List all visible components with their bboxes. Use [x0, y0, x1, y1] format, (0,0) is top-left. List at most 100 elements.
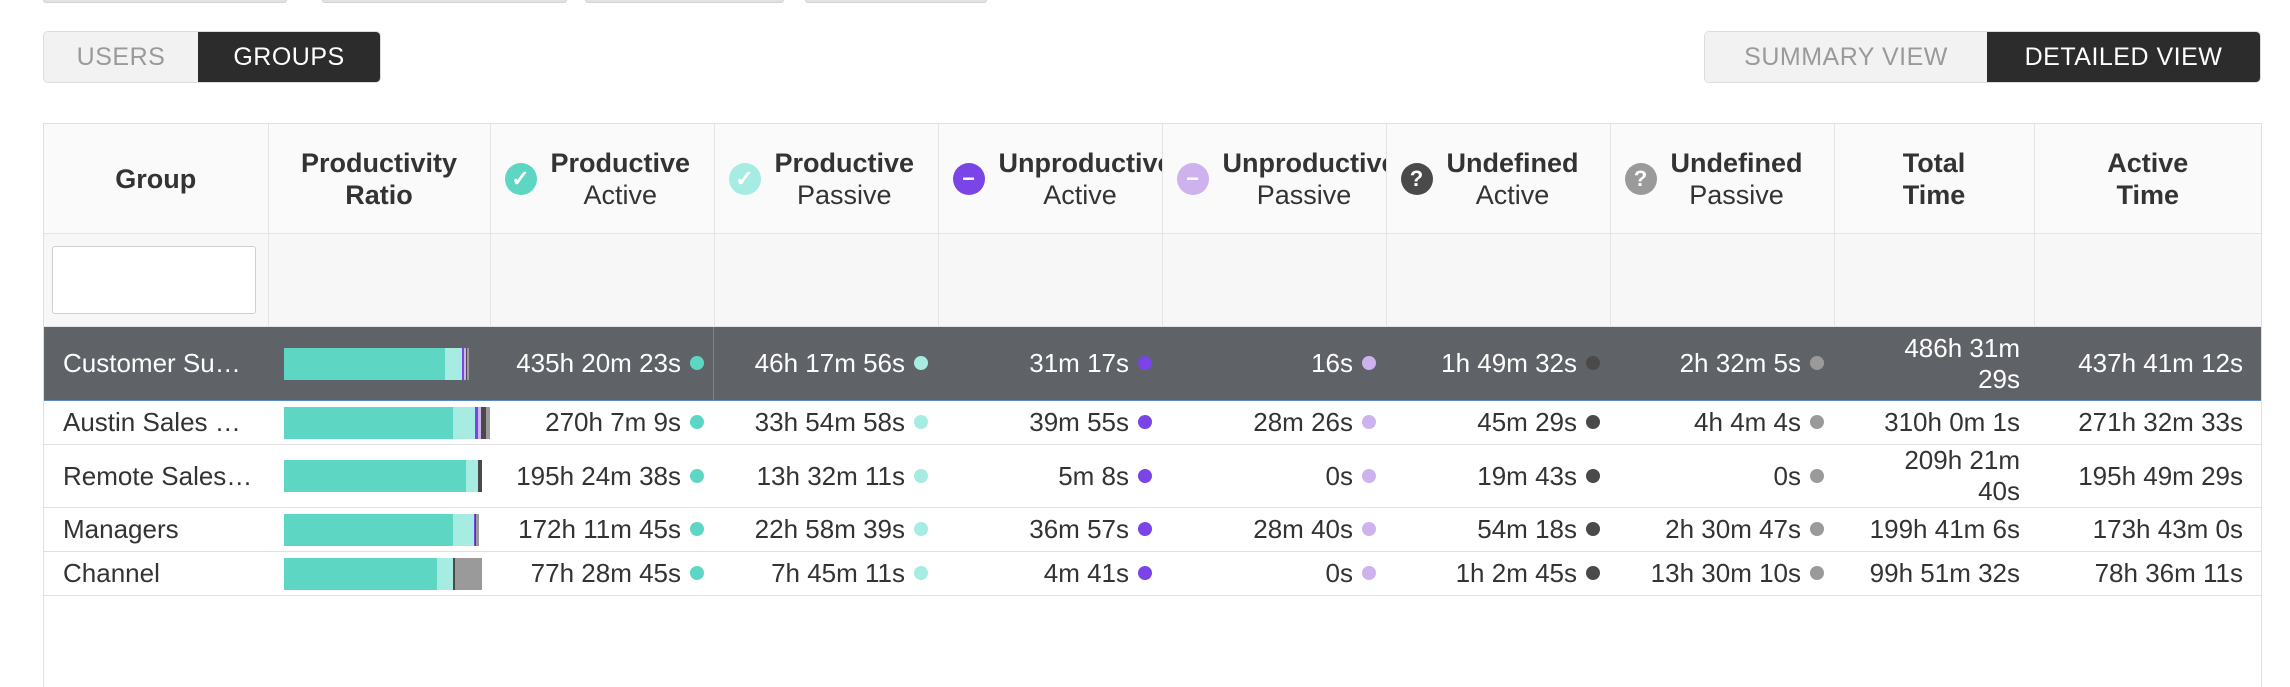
header-line1: Unproductive [999, 147, 1162, 179]
minus-circle-icon: − [953, 163, 985, 195]
duration-value: 4h 4m 4s [1694, 407, 1801, 437]
productivity-ratio-bar [284, 558, 490, 590]
group-name-cell: Channel [44, 552, 268, 596]
ratio-segment-undef-passive [455, 558, 482, 590]
status-dot [1362, 415, 1376, 429]
ratio-segment-undef-active [478, 460, 482, 492]
header-line1: Unproductive [1223, 147, 1386, 179]
status-dot [1586, 415, 1600, 429]
entity-toggle: USERS GROUPS [43, 31, 381, 83]
filter-cell [490, 234, 714, 327]
filter-cell [1386, 234, 1610, 327]
status-dot [1586, 566, 1600, 580]
detailed-view-button[interactable]: DETAILED VIEW [1987, 32, 2260, 82]
total-header-line1: Total [1835, 147, 2034, 179]
cell-undef-passive: 2h 30m 47s [1610, 508, 1834, 552]
status-dot [914, 469, 928, 483]
status-dot [1586, 469, 1600, 483]
cell-undef-passive: 13h 30m 10s [1610, 552, 1834, 596]
filter-cell [2034, 234, 2261, 327]
status-dot [1138, 469, 1152, 483]
question-circle-icon: ? [1401, 163, 1433, 195]
cell-unprod-active: 5m 8s [938, 445, 1162, 508]
col-header-group[interactable]: Group [44, 124, 268, 234]
group-name-cell: Customer Su… [44, 327, 268, 401]
cell-prod-passive: 13h 32m 11s [714, 445, 938, 508]
ratio-segment-prod-active [284, 514, 453, 546]
ratio-segment-undef-passive [467, 348, 469, 380]
header-line2: Active [551, 179, 691, 211]
cell-prod-passive: 22h 58m 39s [714, 508, 938, 552]
status-dot [690, 566, 704, 580]
duration-value: 13h 30m 10s [1651, 558, 1801, 588]
active-time-cell: 78h 36m 11s [2034, 552, 2261, 596]
header-line1: Productive [775, 147, 915, 179]
duration-value: 46h 17m 56s [755, 348, 905, 378]
duration-value: 0s [1326, 461, 1353, 491]
cell-unprod-passive: 0s [1162, 445, 1386, 508]
tab-groups[interactable]: GROUPS [198, 32, 380, 82]
table-row[interactable]: Customer Su… 435h 20m 23s 46h 17m 56s 31m 1… [44, 327, 2261, 401]
cell-unprod-active: 4m 41s [938, 552, 1162, 596]
check-circle-icon: ✓ [505, 163, 537, 195]
tab-users[interactable]: USERS [44, 32, 198, 82]
status-dot [690, 415, 704, 429]
toolbar-control-stub [322, 0, 567, 3]
cell-unprod-active: 36m 57s [938, 508, 1162, 552]
status-dot [914, 415, 928, 429]
duration-value: 13h 32m 11s [757, 461, 905, 491]
toolbar-control-stub [585, 0, 784, 3]
ratio-segment-prod-active [284, 460, 466, 492]
header-line1: Productive [551, 147, 691, 179]
ratio-segment-undef-passive [486, 407, 490, 439]
duration-value: 19m 43s [1477, 461, 1577, 491]
header-line2: Active [999, 179, 1162, 211]
duration-value: 2h 30m 47s [1665, 514, 1801, 544]
header-line2: Active [1447, 179, 1579, 211]
filter-cell [1610, 234, 1834, 327]
summary-view-button[interactable]: SUMMARY VIEW [1705, 32, 1987, 82]
active-time-cell: 195h 49m 29s [2034, 445, 2261, 508]
cell-unprod-passive: 16s [1162, 327, 1386, 401]
cell-unprod-active: 31m 17s [938, 327, 1162, 401]
cell-prod-active: 77h 28m 45s [490, 552, 714, 596]
total-header-line2: Time [1835, 179, 2034, 211]
productivity-ratio-bar [284, 348, 490, 380]
cell-prod-active: 435h 20m 23s [490, 327, 714, 401]
ratio-segment-prod-passive [466, 460, 478, 492]
status-dot [1138, 566, 1152, 580]
cell-prod-passive: 46h 17m 56s [714, 327, 938, 401]
cell-prod-passive: 33h 54m 58s [714, 401, 938, 445]
active-time-cell: 271h 32m 33s [2034, 401, 2261, 445]
duration-value: 0s [1774, 461, 1801, 491]
status-dot [1586, 522, 1600, 536]
total-time-line1: 199h 41m 6s [1834, 514, 2020, 545]
status-dot [914, 356, 928, 370]
duration-value: 45m 29s [1477, 407, 1577, 437]
status-dot [1810, 566, 1824, 580]
cell-undef-active: 1h 2m 45s [1386, 552, 1610, 596]
cell-undef-passive: 2h 32m 5s [1610, 327, 1834, 401]
status-dot [1810, 469, 1824, 483]
duration-value: 2h 32m 5s [1680, 348, 1801, 378]
group-name-cell: Austin Sales … [44, 401, 268, 445]
duration-value: 39m 55s [1029, 407, 1129, 437]
group-name-cell: Remote Sales… [44, 445, 268, 508]
minus-circle-icon: − [1177, 163, 1209, 195]
group-filter-input[interactable] [52, 246, 256, 314]
